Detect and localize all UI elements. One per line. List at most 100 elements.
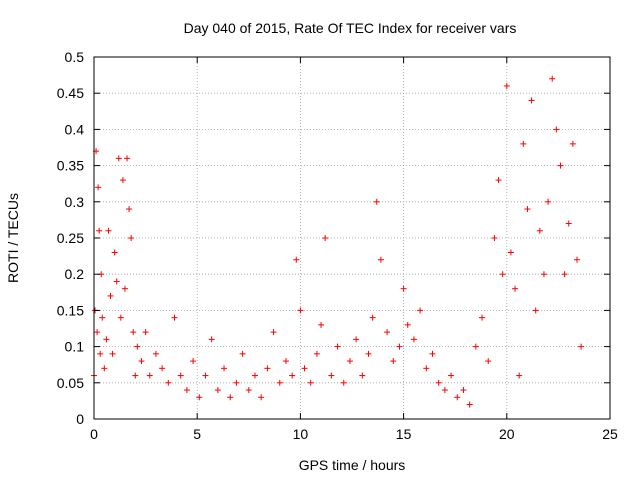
data-point <box>214 387 221 394</box>
data-point <box>499 271 506 278</box>
data-point <box>233 379 240 386</box>
x-axis-label: GPS time / hours <box>299 457 406 473</box>
y-tick-label: 0.3 <box>65 194 85 210</box>
data-point <box>128 235 135 241</box>
data-point <box>107 292 114 299</box>
data-point <box>396 343 403 350</box>
chart-title: Day 040 of 2015, Rate Of TEC Index for r… <box>184 20 517 36</box>
data-point <box>512 285 519 292</box>
data-points <box>91 75 585 408</box>
data-point <box>545 198 552 205</box>
data-point <box>132 372 139 379</box>
y-tick-label: 0.2 <box>65 266 85 282</box>
data-point <box>460 387 467 394</box>
data-point <box>423 365 430 372</box>
x-tick-label: 20 <box>499 426 515 442</box>
data-point <box>146 372 153 379</box>
data-point <box>565 220 572 227</box>
data-point <box>369 314 376 321</box>
data-point <box>115 155 122 162</box>
data-point <box>96 227 103 234</box>
data-point <box>159 365 166 372</box>
x-tick-label: 0 <box>90 426 98 442</box>
y-tick-label: 0 <box>76 411 84 427</box>
data-point <box>561 271 568 278</box>
data-point <box>466 401 473 408</box>
y-axis-label: ROTI / TECUs <box>5 193 21 283</box>
data-point <box>441 387 448 394</box>
data-point <box>94 329 101 336</box>
data-point <box>472 343 479 350</box>
data-point <box>573 256 580 263</box>
data-point <box>536 227 543 234</box>
data-point <box>124 155 131 162</box>
data-point <box>373 198 380 205</box>
data-point <box>353 336 360 343</box>
data-point <box>121 285 128 292</box>
data-point <box>485 358 492 365</box>
data-point <box>138 358 145 365</box>
data-point <box>318 321 325 328</box>
data-point <box>103 336 110 343</box>
data-point <box>569 140 576 147</box>
data-point <box>152 350 159 357</box>
data-point <box>221 365 228 372</box>
x-axis: 0 5 10 15 20 25 <box>90 57 618 442</box>
data-point <box>553 126 560 133</box>
data-point <box>245 387 252 394</box>
data-point <box>557 162 564 169</box>
y-tick-label: 0.1 <box>65 339 85 355</box>
data-point <box>578 343 585 350</box>
data-point <box>97 350 104 357</box>
x-tick-label: 25 <box>602 426 618 442</box>
data-point <box>282 358 289 365</box>
data-point <box>99 314 106 321</box>
data-point <box>454 394 461 401</box>
y-tick-label: 0.45 <box>57 85 84 101</box>
data-point <box>297 307 304 314</box>
grid <box>94 57 610 419</box>
data-point <box>264 365 271 372</box>
data-point <box>479 314 486 321</box>
data-point <box>119 177 126 184</box>
data-point <box>377 256 384 263</box>
y-tick-label: 0.5 <box>65 49 85 65</box>
data-point <box>239 350 246 357</box>
data-point <box>276 379 283 386</box>
data-point <box>95 184 102 191</box>
data-point <box>101 365 108 372</box>
data-point <box>301 365 308 372</box>
data-point <box>384 329 391 336</box>
data-point <box>202 372 209 379</box>
x-tick-label: 10 <box>293 426 309 442</box>
data-point <box>134 343 141 350</box>
y-tick-label: 0.15 <box>57 302 84 318</box>
data-point <box>126 206 133 213</box>
data-point <box>171 314 178 321</box>
data-point <box>111 249 118 256</box>
data-point <box>503 82 510 89</box>
data-point <box>227 394 234 401</box>
data-point <box>491 235 498 241</box>
data-point <box>142 329 149 336</box>
data-point <box>495 177 502 184</box>
x-tick-label: 15 <box>396 426 412 442</box>
data-point <box>251 372 258 379</box>
data-point <box>390 358 397 365</box>
data-point <box>528 97 535 104</box>
data-point <box>524 206 531 213</box>
data-point <box>293 256 300 263</box>
data-point <box>130 329 137 336</box>
y-axis: 0 0.05 0.1 0.15 0.2 0.25 0.3 0.35 0.4 0.45 0.5 <box>57 49 610 427</box>
data-point <box>359 372 366 379</box>
data-point <box>448 372 455 379</box>
data-point <box>270 329 277 336</box>
y-tick-label: 0.4 <box>65 121 85 137</box>
data-point <box>365 350 372 357</box>
data-point <box>109 350 116 357</box>
y-tick-label: 0.35 <box>57 158 84 174</box>
data-point <box>177 372 184 379</box>
data-point <box>435 379 442 386</box>
data-point <box>404 321 411 328</box>
